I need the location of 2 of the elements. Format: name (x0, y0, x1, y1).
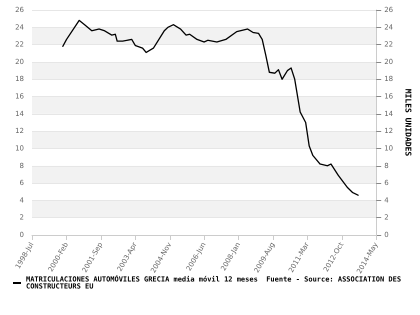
y2-axis-title: MILES UNIDADES (404, 88, 412, 156)
line-series (62, 20, 359, 196)
